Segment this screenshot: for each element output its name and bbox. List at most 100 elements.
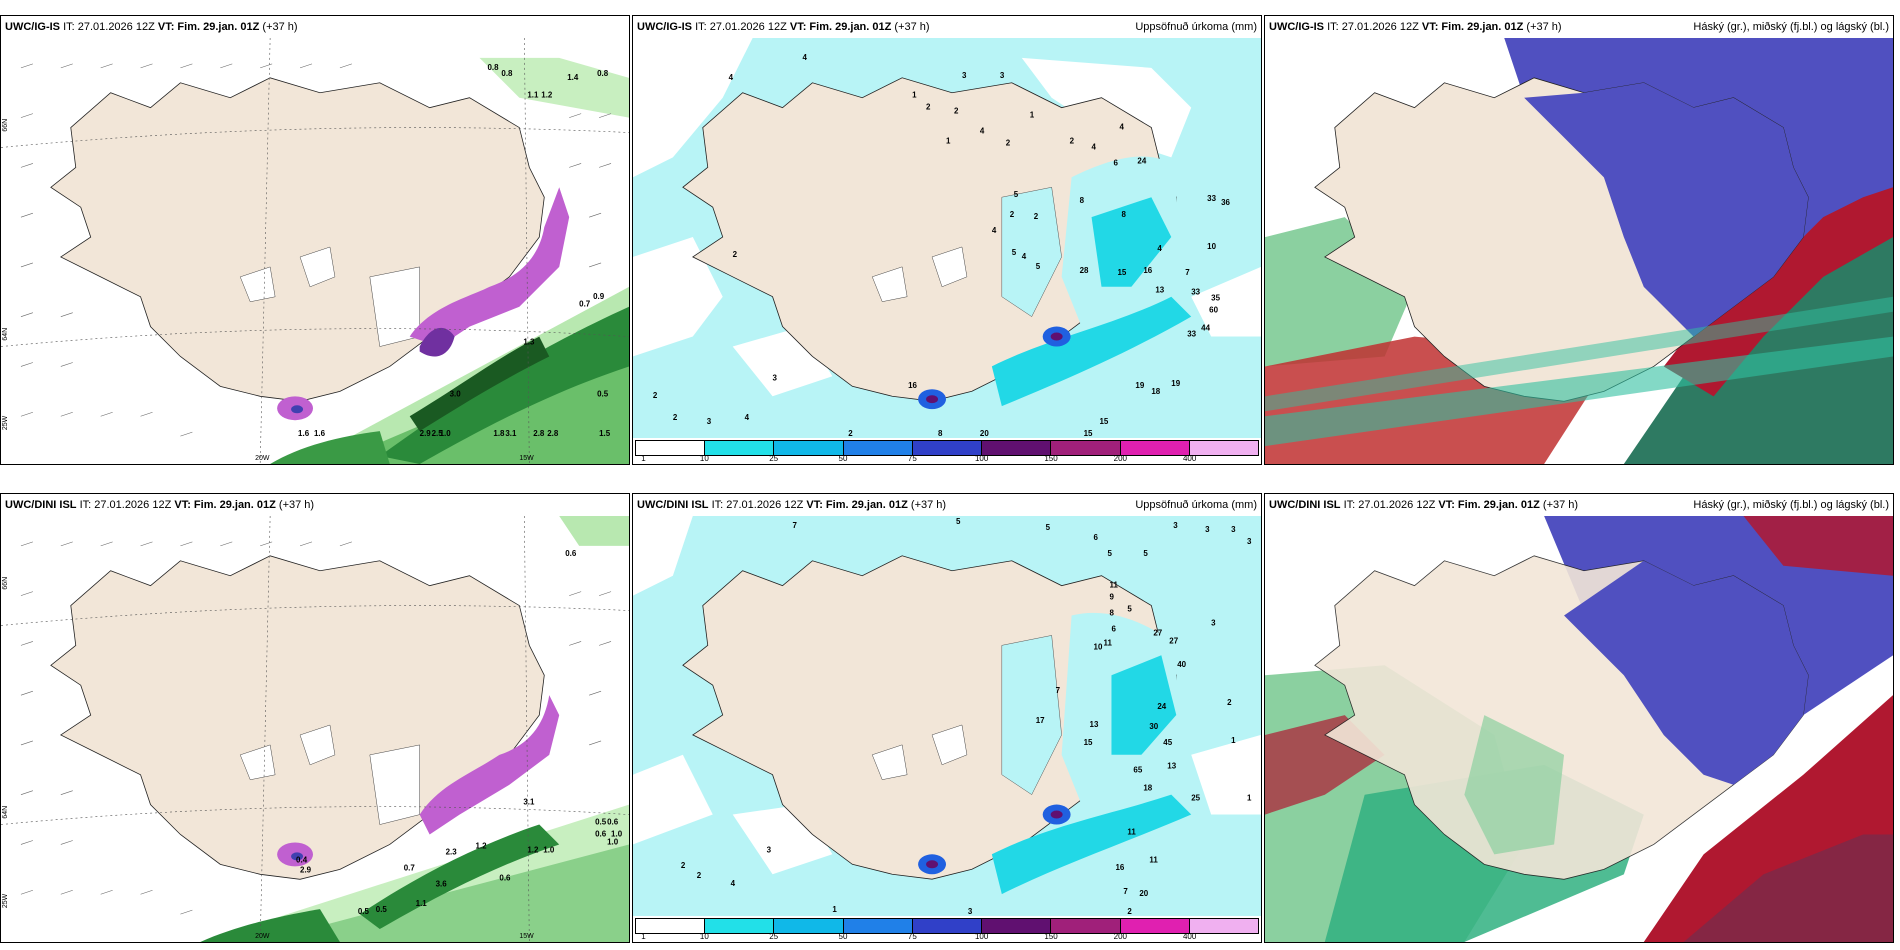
colorbar-tick: 10 bbox=[699, 932, 709, 941]
value-label: 13 bbox=[1090, 720, 1099, 729]
value-label: 1.6 bbox=[298, 429, 310, 438]
value-label: 4 bbox=[1119, 123, 1124, 132]
colorbar-tick: 150 bbox=[1044, 932, 1058, 941]
value-label: 0.5 bbox=[358, 907, 370, 916]
value-label: 0.9 bbox=[593, 292, 605, 301]
wind-map[interactable]: 66N 64N 20W 15W 25W 0.8 0.8 1.4 0.8 1.1 1.2 0.… bbox=[1, 38, 629, 464]
value-label: 1.1 bbox=[416, 899, 428, 908]
value-label: 2.8 bbox=[533, 429, 545, 438]
value-label: 36 bbox=[1221, 198, 1230, 207]
value-label: 3 bbox=[773, 373, 778, 382]
colorbar-tick: 1 bbox=[641, 932, 646, 941]
value-label: 65 bbox=[1133, 766, 1142, 775]
value-label: 2 bbox=[1070, 136, 1075, 145]
value-label: 1.0 bbox=[611, 830, 623, 839]
value-label: 5 bbox=[1036, 262, 1041, 271]
model-name: UWC/DINI ISL bbox=[5, 499, 77, 511]
colorbar-tick: 200 bbox=[1113, 454, 1128, 463]
cloud-map[interactable] bbox=[1265, 38, 1893, 464]
value-label: 20 bbox=[1139, 889, 1148, 898]
field-title: Uppsöfnuð úrkoma (mm) bbox=[1135, 21, 1257, 33]
init-time: IT: 27.01.2026 12Z bbox=[1343, 499, 1436, 511]
value-label: 2 bbox=[1034, 212, 1039, 221]
valid-time: Fim. 29.jan. 01Z bbox=[825, 499, 908, 511]
colorbar-swatch bbox=[982, 919, 1052, 933]
precip-map[interactable]: 7 5 5 6 5 5 3 3 3 3 11 9 8 6 5 11 10 27 27 40 24 7 17 13 15 30 45 6… bbox=[633, 516, 1261, 916]
value-label: 5 bbox=[1014, 190, 1019, 199]
panel-cloud-row2: UWC/DINI ISL IT: 27.01.2026 12Z VT: Fim.… bbox=[1264, 493, 1894, 943]
value-label: 33 bbox=[1187, 330, 1196, 339]
lat-label-2: 64N bbox=[2, 328, 9, 341]
precip-map[interactable]: 4 4 1 2 2 3 3 4 1 2 1 2 4 4 6 5 2 2 4 24 4 5 5 8 33 36 8 4 10 28 15 16 7… bbox=[633, 38, 1261, 438]
value-label: 0.5 bbox=[376, 905, 388, 914]
value-label: 2 bbox=[926, 103, 931, 112]
value-label: 2.5 bbox=[432, 429, 444, 438]
value-label: 35 bbox=[1211, 294, 1220, 303]
colorbar-tick: 400 bbox=[1182, 454, 1197, 463]
wind-value-labels: 0.63.10.5 0.61.01.00.61.2 1.02.30.73.60.61… bbox=[296, 549, 623, 916]
value-label: 2 bbox=[733, 250, 738, 259]
value-label: 0.6 bbox=[499, 873, 511, 882]
value-label: 1.0 bbox=[440, 429, 452, 438]
colorbar-tick: 100 bbox=[974, 454, 989, 463]
colorbar-swatch bbox=[1189, 919, 1258, 933]
init-time: IT: 27.01.2026 12Z bbox=[695, 21, 787, 33]
panel-header: UWC/DINI ISL IT: 27.01.2026 12Z VT: Fim.… bbox=[1265, 494, 1893, 516]
model-name: UWC/IG-IS bbox=[5, 21, 60, 33]
colorbar-swatch bbox=[843, 441, 913, 455]
lead-time: (+37 h) bbox=[910, 499, 947, 511]
value-label: 11 bbox=[1127, 827, 1136, 836]
cloud-map-svg bbox=[1265, 516, 1893, 942]
value-label: 4 bbox=[992, 226, 997, 235]
lon-label-3: 25W bbox=[2, 415, 9, 430]
value-label: 2 bbox=[673, 413, 678, 422]
panel-header: UWC/IG-IS IT: 27.01.2026 12Z VT: Fim. 29… bbox=[633, 16, 1261, 38]
valid-label: VT: bbox=[789, 21, 807, 33]
cloud-map[interactable] bbox=[1265, 516, 1893, 942]
colorbar: 1 10 25 50 75 100 150 200 400 bbox=[633, 438, 1261, 464]
panel-header: UWC/DINI ISL IT: 27.01.2026 12Z VT: Fim.… bbox=[1, 494, 629, 516]
lat-label-2: 64N bbox=[2, 806, 9, 819]
value-label: 2 bbox=[954, 107, 959, 116]
lead-time: (+37 h) bbox=[1542, 499, 1579, 511]
value-label: 1.2 bbox=[475, 841, 487, 850]
colorbar-swatch bbox=[843, 919, 913, 933]
value-label: 16 bbox=[1143, 266, 1152, 275]
value-label: 6 bbox=[1094, 533, 1099, 542]
value-label: 15 bbox=[1084, 738, 1093, 747]
value-label: 3.6 bbox=[436, 879, 448, 888]
colorbar-swatch bbox=[1189, 441, 1258, 455]
colorbar-swatch bbox=[774, 441, 844, 455]
value-label: 2 bbox=[653, 391, 658, 400]
value-label: 10 bbox=[1207, 242, 1216, 251]
value-label: 5 bbox=[1143, 549, 1148, 558]
wind-map[interactable]: 66N 64N 20W 15W 25W 0.6 3.1 0.5 0.6 1.0 1.0 0.… bbox=[1, 516, 629, 942]
lat-label-1: 66N bbox=[2, 119, 9, 132]
lead-time: (+37 h) bbox=[1526, 21, 1562, 33]
wind-value-labels: 0.80.8 1.4 0.81.1 1.20.70.91.33.0 0.51.0 3.1 2… bbox=[298, 63, 611, 438]
panel-wind-row2: UWC/DINI ISL IT: 27.01.2026 12Z VT: Fim.… bbox=[0, 493, 630, 943]
value-label: 1.1 bbox=[527, 91, 539, 100]
value-label: 11 bbox=[1109, 581, 1118, 590]
value-label: 4 bbox=[980, 127, 985, 136]
value-label: 0.7 bbox=[404, 863, 416, 872]
colorbar-swatch bbox=[705, 919, 775, 933]
colorbar-tick: 150 bbox=[1044, 454, 1058, 463]
value-label: 3 bbox=[767, 845, 772, 854]
value-label: 4 bbox=[745, 413, 750, 422]
value-label: 24 bbox=[1137, 156, 1146, 165]
value-label: 4 bbox=[729, 73, 734, 82]
value-label: 25 bbox=[1191, 794, 1200, 803]
colorbar-swatch bbox=[1120, 919, 1190, 933]
colorbar-tick: 50 bbox=[838, 932, 848, 941]
panel-header: UWC/IG-IS IT: 27.01.2026 12Z VT: Fim. 29… bbox=[1265, 16, 1893, 38]
value-label: 15 bbox=[1117, 268, 1126, 277]
value-label: 15 bbox=[1084, 429, 1093, 438]
value-label: 13 bbox=[1167, 762, 1176, 771]
colorbar-tick: 200 bbox=[1113, 932, 1128, 941]
value-label: 0.8 bbox=[597, 69, 609, 78]
value-label: 10 bbox=[1094, 642, 1103, 651]
value-label: 3.1 bbox=[505, 429, 517, 438]
value-label: 1.2 bbox=[541, 91, 553, 100]
